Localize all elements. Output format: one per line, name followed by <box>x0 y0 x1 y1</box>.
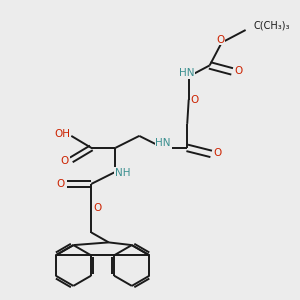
Text: O: O <box>214 148 222 158</box>
Text: C(CH₃)₃: C(CH₃)₃ <box>253 20 290 31</box>
Text: NH: NH <box>115 168 130 178</box>
Text: O: O <box>235 66 243 76</box>
Text: O: O <box>190 94 199 105</box>
Text: HN: HN <box>179 68 194 79</box>
Text: O: O <box>57 179 65 189</box>
Text: O: O <box>93 203 101 213</box>
Text: HN: HN <box>155 138 171 148</box>
Text: O: O <box>61 155 69 166</box>
Text: O: O <box>216 34 224 45</box>
Text: OH: OH <box>54 129 70 140</box>
